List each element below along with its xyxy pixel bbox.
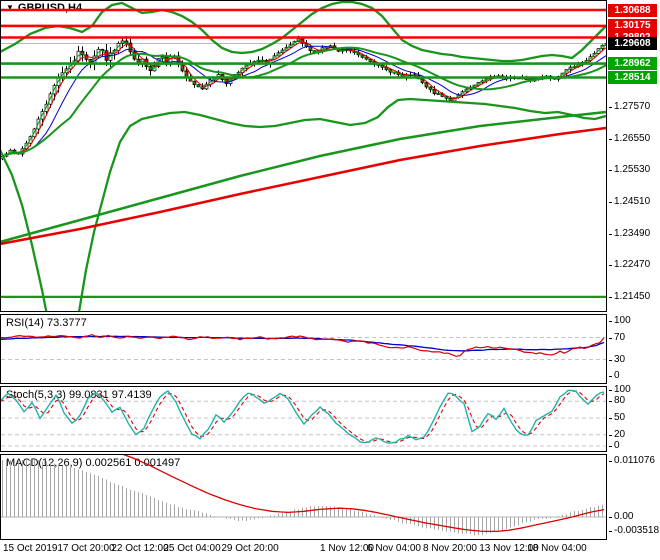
stoch-axis-tick: 0: [609, 440, 620, 451]
ma-fast-red-line: [1, 41, 606, 157]
price-badge-resistance: 1.30175: [608, 19, 657, 33]
rsi-axis-tick: 30: [608, 353, 626, 365]
stoch-indicator-label: Stoch(5,3,3) 99.0831 97.4139: [6, 389, 152, 401]
x-axis-label: 17 Oct 20:00: [57, 543, 115, 554]
price-axis-tick: 1.22470: [608, 259, 651, 271]
x-axis-label: 29 Oct 20:00: [221, 543, 279, 554]
panel-border: [0, 0, 607, 312]
price-badge-current: 1.29608: [608, 37, 657, 50]
stoch-signal-line: [1, 390, 605, 444]
price-scale[interactable]: 1.27570 1.26550 1.25530 1.24510 1.23490 1.224…: [607, 0, 660, 540]
stoch-axis-tick: 80: [608, 395, 626, 407]
price-badge-support: 1.28962: [608, 57, 657, 71]
macd-axis-tick: 0.011076: [609, 455, 655, 466]
stoch-main-line: [1, 389, 605, 444]
symbol-dropdown-arrow-icon[interactable]: ▼: [6, 3, 14, 12]
rsi-axis-tick: 100: [609, 315, 631, 326]
band-upper-line: [1, 1, 606, 63]
ma-long-green-line: [1, 110, 606, 244]
price-axis-tick: 1.24510: [608, 195, 651, 207]
band-middle-line: [1, 46, 606, 158]
macd-panel-plot[interactable]: [0, 414, 607, 536]
price-axis-tick: 1.27570: [608, 100, 651, 112]
x-axis-label: 8 Nov 20:00: [423, 543, 477, 554]
x-axis-label: 6 Nov 04:00: [367, 543, 421, 554]
time-scale[interactable]: 15 Oct 2019 17 Oct 20:00 22 Oct 12:00 25 Oc…: [0, 541, 660, 559]
macd-axis-tick: 0.00: [608, 511, 634, 522]
stoch-panel-plot[interactable]: [0, 389, 606, 447]
stoch-axis-tick: 50: [608, 412, 626, 423]
price-axis-tick: 1.21450: [608, 290, 651, 302]
ma-long-red-line: [1, 126, 606, 246]
x-axis-label: 18 Nov 04:00: [527, 543, 587, 554]
price-axis-tick: 1.26550: [608, 132, 651, 144]
price-badge-resistance: 1.30688: [608, 3, 657, 17]
rsi-panel-plot[interactable]: [0, 333, 606, 360]
x-axis-label: 13 Nov 12:00: [479, 543, 539, 554]
stoch-axis-tick: 100: [609, 384, 631, 395]
stoch-axis-tick: 20: [608, 428, 626, 440]
macd-histogram: [2, 460, 603, 536]
rsi-axis-tick: 0: [609, 370, 620, 381]
x-axis-label: 15 Oct 2019: [3, 543, 58, 554]
price-axis-tick: 1.23490: [608, 227, 651, 239]
x-axis-label: 22 Oct 12:00: [111, 543, 169, 554]
panel-border: [0, 314, 607, 384]
panel-border: [0, 454, 607, 540]
main-panel-plot[interactable]: [0, 1, 608, 330]
x-axis-label: 25 Oct 04:00: [163, 543, 221, 554]
rsi-indicator-label: RSI(14) 73.3777: [6, 317, 87, 329]
macd-signal-line: [122, 455, 605, 533]
panel-border: [0, 386, 607, 452]
x-axis-label: 1 Nov 12:00: [320, 543, 374, 554]
price-badge-support: 1.28514: [608, 71, 657, 84]
macd-axis-tick: -0.003518: [608, 525, 660, 536]
rsi-signal-line: [1, 335, 605, 352]
price-axis-tick: 1.25530: [608, 164, 651, 176]
rsi-axis-tick: 70: [608, 331, 626, 343]
ma-fast-blue-line: [1, 45, 606, 157]
band-lower-line: [1, 97, 606, 311]
rsi-main-line: [1, 333, 605, 357]
